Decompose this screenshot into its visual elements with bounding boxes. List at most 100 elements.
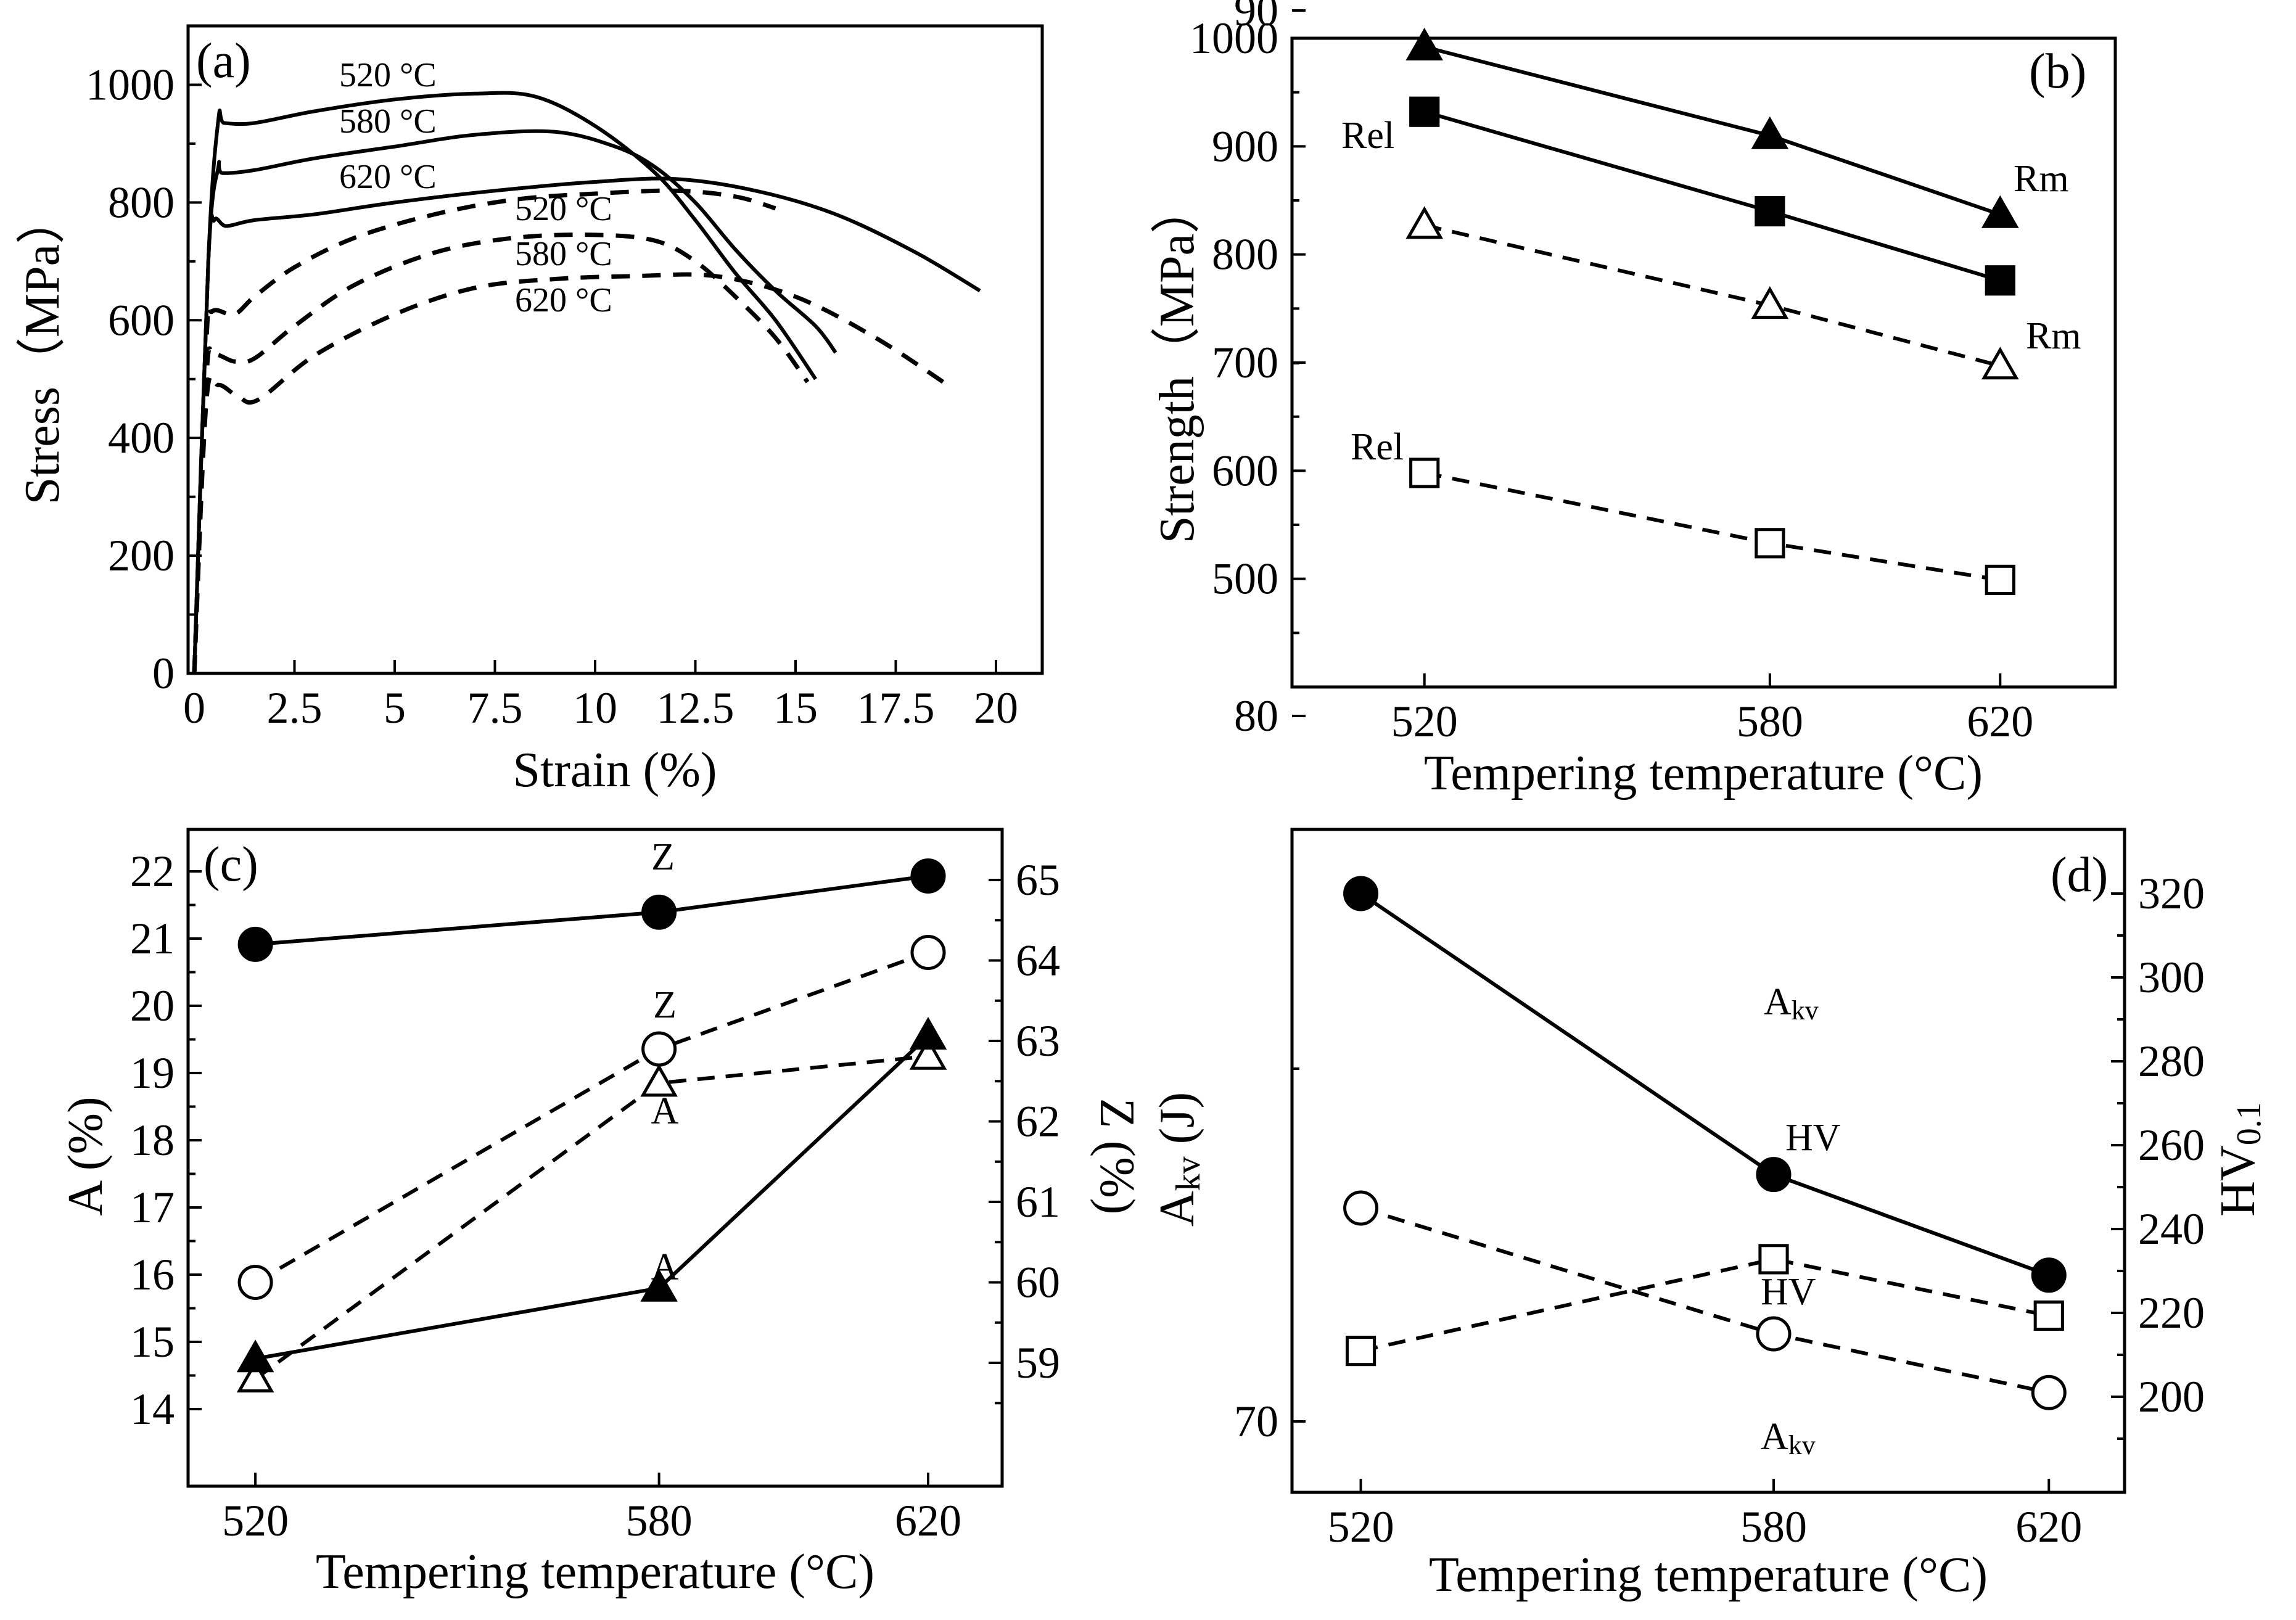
a-curve-1 — [192, 129, 837, 674]
b-series-line-0 — [1423, 45, 2001, 216]
label-rm-dash: Rm — [2026, 315, 2081, 357]
label-a-solid: A — [651, 1246, 679, 1288]
akv-unit: (J) — [1150, 1092, 1204, 1156]
c-ytick-3-label: 17 — [130, 1183, 175, 1232]
panel-d-ylabel-right: HV0.1 — [2211, 1102, 2268, 1217]
akv-dash-main: A — [1761, 1416, 1788, 1458]
a-curve-3 — [192, 188, 776, 674]
panel-c-ticks: 14 15 16 17 18 19 20 21 22 59 60 61 62 63 64 65 520 580 62… — [130, 847, 1060, 1545]
b-point-3-2 — [1985, 564, 2015, 596]
panel-a-frame — [186, 24, 1044, 675]
b-series-line-1 — [1423, 110, 2001, 282]
panel-a-ylabel: Stress（MPa） — [15, 195, 70, 504]
b-ytick-0-label: 500 — [1212, 554, 1278, 604]
c-point-2-0 — [236, 1359, 274, 1392]
c-point-3-1 — [640, 1268, 678, 1302]
akv-solid-main: A — [1764, 981, 1792, 1023]
c-point-3-2 — [909, 1017, 947, 1050]
c-series-line-2 — [254, 1054, 929, 1381]
d-point-3-1 — [1758, 1244, 1789, 1275]
a-xtick-5-label: 12.5 — [657, 683, 734, 733]
d-series-line-3 — [1360, 1257, 2049, 1353]
b-ytick-1-label: 600 — [1212, 446, 1278, 495]
a-xtick-2-label: 5 — [384, 683, 406, 733]
akv-solid-sub: kv — [1792, 995, 1819, 1026]
d-point-3-0 — [1345, 1336, 1376, 1367]
c-point-2-1 — [640, 1064, 678, 1097]
akv-main: A — [1150, 1191, 1204, 1227]
a-xtick-6-label: 15 — [773, 683, 818, 733]
a-ytick-0-label: 0 — [152, 649, 175, 698]
b-point-3-0 — [1409, 458, 1440, 488]
c-ytick-2-label: 16 — [130, 1250, 175, 1299]
akv-sub: kv — [1169, 1156, 1208, 1191]
c-ytick-0-label: 14 — [130, 1384, 175, 1434]
label-akv-dash: Akv — [1761, 1416, 1816, 1460]
c-ytick-7-label: 21 — [130, 914, 175, 963]
panel-d-series — [1343, 876, 2067, 1410]
d-point-3-2 — [2033, 1300, 2064, 1331]
panel-a-curves — [192, 91, 981, 674]
panel-a-label: (a) — [196, 34, 251, 88]
c-xtick-1-label: 580 — [626, 1496, 693, 1545]
annotation-520-dash: 520 °C — [515, 190, 612, 228]
d-ytick-2-label: 90 — [1234, 0, 1278, 35]
panel-c-ylabel-left: A (%) — [59, 1096, 113, 1215]
d-y2tick-3-label: 260 — [2138, 1120, 2205, 1170]
label-z-solid: Z — [651, 836, 675, 878]
panel-b-label: (b) — [2029, 44, 2086, 99]
label-a-dash: A — [651, 1090, 679, 1132]
c-series-line-1 — [254, 950, 929, 1285]
panel-b-series — [1405, 27, 2019, 596]
panel-b-ylabel: Strength（MPa） — [1150, 184, 1204, 543]
d-xtick-1-label: 580 — [1740, 1502, 1807, 1552]
panel-d: 7080901001101201301401502002202402602803… — [1150, 0, 2268, 1602]
c-xtick-2-label: 620 — [895, 1496, 961, 1545]
label-z-dash: Z — [653, 984, 677, 1026]
a-curve-2 — [192, 176, 981, 674]
d-point-0-0 — [1343, 876, 1379, 911]
d-point-2-1 — [1756, 1316, 1792, 1352]
d-ytick-0-label: 70 — [1234, 1397, 1278, 1446]
c-y2tick-5-label: 64 — [1016, 936, 1060, 985]
label-rel-dash: Rel — [1351, 426, 1404, 468]
d-point-0-1 — [1756, 1157, 1792, 1193]
c-y2tick-0-label: 59 — [1016, 1338, 1060, 1388]
b-ytick-5-label: 1000 — [1190, 14, 1278, 63]
panel-d-ylabel-left: Akv (J) — [1150, 1092, 1208, 1227]
b-point-1-0 — [1409, 96, 1440, 127]
c-ytick-8-label: 22 — [130, 847, 175, 896]
a-xtick-1-label: 2.5 — [267, 683, 323, 733]
b-point-2-2 — [1981, 347, 2019, 380]
panel-c-ylabel-right: Z (%) — [1090, 1098, 1144, 1215]
b-ytick-2-label: 700 — [1212, 338, 1278, 387]
label-rel-solid: Rel — [1341, 115, 1394, 157]
c-y2tick-6-label: 65 — [1016, 855, 1060, 905]
b-series-line-2 — [1424, 223, 2001, 368]
a-xtick-0-label: 0 — [183, 683, 205, 733]
a-xtick-4-label: 10 — [573, 683, 617, 733]
panel-c-xlabel: Tempering temperature (°C) — [316, 1545, 874, 1599]
a-ytick-3-label: 600 — [108, 295, 175, 345]
b-xtick-0-label: 520 — [1391, 697, 1458, 746]
d-y2tick-5-label: 300 — [2138, 953, 2205, 1002]
c-y2tick-4-label: 63 — [1016, 1016, 1060, 1066]
d-series-line-0 — [1359, 892, 2050, 1277]
b-xtick-1-label: 580 — [1737, 697, 1803, 746]
c-point-2-2 — [909, 1037, 947, 1070]
c-point-1-2 — [910, 934, 946, 970]
d-y2tick-1-label: 220 — [2138, 1288, 2205, 1338]
panel-b: 500 600 700 800 900 1000 520 580 620 (b) Temperi… — [1150, 14, 2117, 800]
a-xtick-3-label: 7.5 — [467, 683, 523, 733]
d-y2tick-4-label: 280 — [2138, 1037, 2205, 1086]
d-point-0-2 — [2031, 1257, 2067, 1293]
b-point-2-1 — [1751, 286, 1789, 319]
b-series-line-3 — [1424, 471, 2001, 582]
a-curve-4 — [192, 232, 810, 674]
a-xtick-8-label: 20 — [974, 683, 1018, 733]
panel-c-series — [236, 858, 947, 1392]
c-xtick-0-label: 520 — [222, 1496, 289, 1545]
a-ytick-5-label: 1000 — [86, 60, 175, 109]
